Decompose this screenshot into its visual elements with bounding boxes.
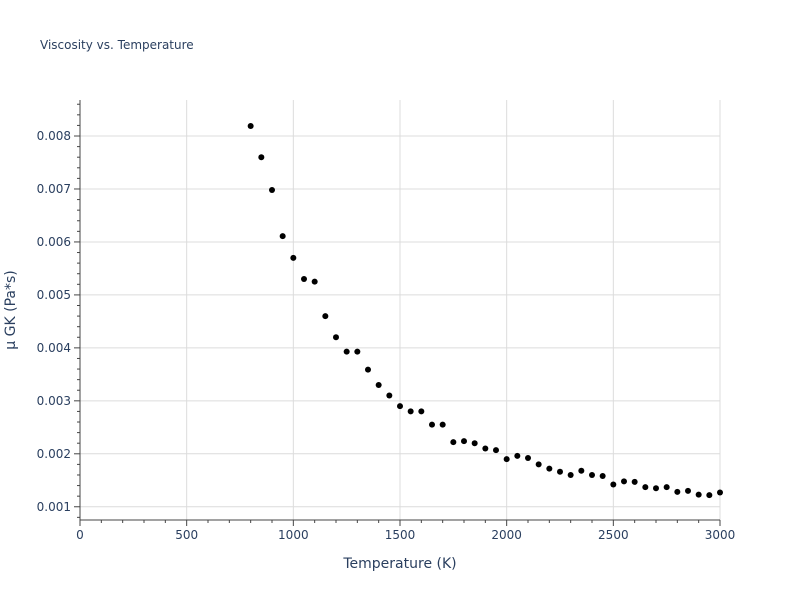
y-tick-label: 0.007 xyxy=(37,182,71,196)
data-point xyxy=(653,485,659,492)
x-tick-label: 3000 xyxy=(705,528,736,542)
data-point xyxy=(685,487,691,494)
data-point xyxy=(642,484,649,491)
data-point xyxy=(461,438,467,445)
data-point xyxy=(311,278,318,285)
data-point xyxy=(322,313,329,320)
y-tick-label: 0.003 xyxy=(37,394,71,408)
data-point xyxy=(546,465,553,472)
data-point xyxy=(674,488,681,495)
data-point xyxy=(407,408,414,415)
data-point xyxy=(418,408,425,415)
data-point xyxy=(439,421,446,428)
chart-title: Viscosity vs. Temperature xyxy=(40,38,194,52)
x-tick-label: 0 xyxy=(76,528,84,542)
data-point xyxy=(493,447,499,454)
data-point xyxy=(333,334,339,341)
data-point xyxy=(621,478,627,485)
data-point xyxy=(386,392,393,399)
y-tick-label: 0.002 xyxy=(37,447,71,461)
data-point xyxy=(589,471,595,478)
data-point xyxy=(695,491,702,498)
data-point xyxy=(343,348,350,355)
data-point xyxy=(631,478,638,485)
data-point xyxy=(471,440,478,447)
data-point xyxy=(567,471,574,478)
y-axis-title: μ GK (Pa*s) xyxy=(3,270,19,349)
data-point xyxy=(663,484,670,491)
x-tick-label: 1500 xyxy=(385,528,416,542)
data-point xyxy=(279,233,286,240)
data-point xyxy=(290,254,297,261)
data-point xyxy=(429,421,435,428)
x-tick-label: 1000 xyxy=(278,528,309,542)
x-tick-label: 500 xyxy=(175,528,198,542)
y-tick-label: 0.004 xyxy=(37,341,71,355)
data-point xyxy=(578,467,585,474)
data-point xyxy=(354,348,361,355)
data-point xyxy=(599,473,606,480)
y-tick-label: 0.008 xyxy=(37,129,71,143)
data-point xyxy=(269,187,275,194)
data-point xyxy=(525,455,531,462)
y-tick-label: 0.006 xyxy=(37,235,71,249)
data-point xyxy=(557,468,563,475)
data-point xyxy=(450,439,457,446)
y-tick-label: 0.001 xyxy=(37,500,71,514)
data-point xyxy=(258,154,265,161)
x-tick-label: 2500 xyxy=(598,528,629,542)
data-point xyxy=(535,461,542,468)
data-point xyxy=(365,366,371,373)
data-point xyxy=(706,492,713,499)
data-point xyxy=(397,403,403,410)
data-point xyxy=(717,489,723,496)
data-point xyxy=(610,481,617,488)
x-axis-title: Temperature (K) xyxy=(342,556,456,572)
y-tick-label: 0.005 xyxy=(37,288,71,302)
data-point xyxy=(247,122,254,129)
data-point xyxy=(482,445,489,452)
x-tick-label: 2000 xyxy=(491,528,522,542)
data-point xyxy=(301,276,307,283)
data-point xyxy=(503,456,510,463)
data-point xyxy=(375,381,382,388)
data-point xyxy=(514,452,521,459)
